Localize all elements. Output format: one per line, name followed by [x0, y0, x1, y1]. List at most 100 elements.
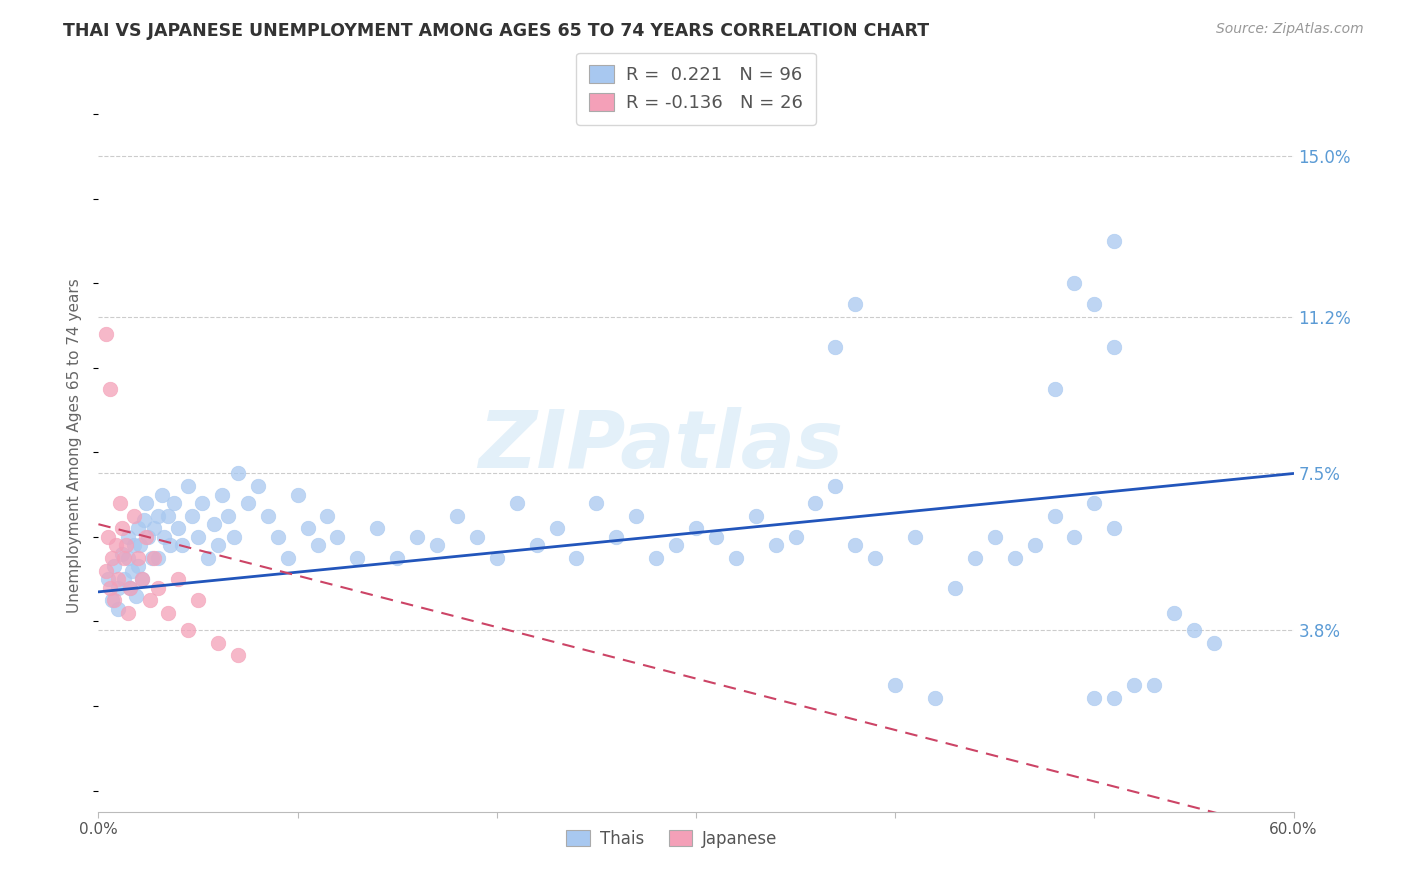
Point: [1043, 382, 1066, 396]
Point: [163, 496, 186, 510]
Point: [107, 581, 129, 595]
Point: [124, 538, 146, 552]
Point: [97, 572, 120, 586]
Point: [1004, 551, 1026, 566]
Point: [1104, 690, 1126, 705]
Point: [150, 488, 173, 502]
Point: [865, 551, 887, 566]
Point: [1104, 234, 1126, 248]
Point: [1083, 690, 1105, 705]
Point: [117, 551, 139, 566]
Point: [1063, 530, 1085, 544]
Point: [307, 538, 329, 552]
Point: [626, 508, 648, 523]
Point: [665, 538, 688, 552]
Point: [585, 496, 607, 510]
Point: [131, 572, 153, 586]
Point: [745, 508, 768, 523]
Point: [134, 513, 156, 527]
Point: [191, 496, 214, 510]
Point: [107, 601, 129, 615]
Point: [287, 488, 309, 502]
Text: ZIPatlas: ZIPatlas: [478, 407, 842, 485]
Point: [546, 521, 568, 535]
Point: [485, 551, 508, 566]
Point: [565, 551, 588, 566]
Point: [226, 648, 249, 663]
Point: [124, 508, 146, 523]
Point: [98, 382, 122, 396]
Point: [139, 593, 162, 607]
Point: [167, 521, 190, 535]
Point: [101, 551, 124, 566]
Point: [605, 530, 627, 544]
Point: [824, 340, 846, 354]
Point: [153, 530, 176, 544]
Point: [101, 593, 124, 607]
Point: [148, 551, 170, 566]
Point: [943, 581, 966, 595]
Point: [207, 635, 229, 649]
Point: [385, 551, 409, 566]
Point: [112, 572, 135, 586]
Point: [426, 538, 449, 552]
Point: [187, 593, 209, 607]
Point: [724, 551, 747, 566]
Point: [346, 551, 368, 566]
Point: [1104, 521, 1126, 535]
Point: [316, 508, 339, 523]
Point: [117, 530, 139, 544]
Point: [177, 479, 200, 493]
Point: [277, 551, 299, 566]
Point: [1143, 678, 1166, 692]
Point: [844, 297, 866, 311]
Point: [904, 530, 927, 544]
Point: [103, 559, 125, 574]
Point: [884, 678, 907, 692]
Point: [1202, 635, 1225, 649]
Point: [804, 496, 827, 510]
Point: [824, 479, 846, 493]
Point: [103, 593, 125, 607]
Point: [117, 606, 139, 620]
Point: [143, 521, 166, 535]
Point: [267, 530, 290, 544]
Point: [187, 530, 209, 544]
Point: [222, 530, 245, 544]
Point: [217, 508, 239, 523]
Point: [1063, 277, 1085, 291]
Point: [197, 551, 219, 566]
Point: [506, 496, 529, 510]
Point: [159, 538, 181, 552]
Point: [127, 521, 149, 535]
Point: [127, 551, 149, 566]
Point: [120, 581, 142, 595]
Point: [1123, 678, 1146, 692]
Point: [136, 530, 159, 544]
Point: [115, 538, 138, 552]
Point: [177, 623, 200, 637]
Point: [207, 538, 229, 552]
Point: [406, 530, 429, 544]
Point: [110, 496, 132, 510]
Point: [143, 551, 166, 566]
Text: Source: ZipAtlas.com: Source: ZipAtlas.com: [1216, 22, 1364, 37]
Point: [167, 572, 190, 586]
Point: [645, 551, 668, 566]
Point: [181, 508, 204, 523]
Point: [120, 581, 142, 595]
Point: [326, 530, 349, 544]
Point: [157, 606, 180, 620]
Point: [97, 530, 120, 544]
Point: [246, 479, 269, 493]
Point: [127, 559, 149, 574]
Point: [105, 538, 128, 552]
Point: [135, 496, 157, 510]
Point: [1043, 508, 1066, 523]
Point: [785, 530, 807, 544]
Point: [1163, 606, 1185, 620]
Point: [148, 581, 170, 595]
Point: [465, 530, 488, 544]
Point: [107, 572, 129, 586]
Point: [148, 508, 170, 523]
